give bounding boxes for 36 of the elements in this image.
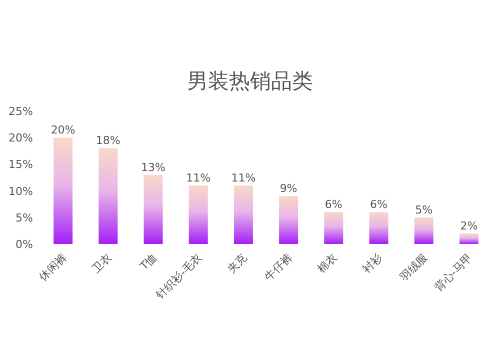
y-tick-label: 5% [16, 211, 33, 224]
bar [54, 138, 73, 244]
y-tick-label: 0% [16, 238, 33, 251]
data-label: 13% [141, 160, 166, 174]
y-tick-label: 15% [8, 158, 33, 172]
data-label: 2% [460, 219, 478, 232]
data-label: 6% [370, 198, 388, 212]
data-label: 6% [324, 198, 342, 212]
x-tick-label: 羽绒服 [397, 250, 430, 284]
data-label: 20% [50, 124, 76, 137]
bar [279, 196, 298, 244]
x-tick-label: 衬衫 [360, 250, 385, 276]
x-tick-label: 休闲裤 [36, 250, 70, 284]
bar [144, 174, 163, 244]
bar [324, 212, 344, 244]
bar [459, 233, 478, 244]
data-label: 11% [231, 171, 256, 184]
x-tick-label: 牛仔裤 [262, 250, 295, 284]
data-label: 5% [415, 203, 433, 216]
bar [369, 212, 388, 244]
bar [414, 217, 434, 244]
bar [234, 185, 253, 244]
chart-title: 男装热销品类 [187, 69, 313, 93]
x-tick-label: 卫衣 [90, 250, 114, 276]
bar [98, 148, 118, 244]
x-tick-label: 棉衣 [315, 250, 340, 276]
y-tick-label: 20% [8, 132, 33, 145]
x-tick-label: 背心-马甲 [432, 250, 476, 294]
bar [188, 185, 208, 244]
data-label: 18% [96, 134, 120, 148]
data-label: 9% [280, 182, 298, 196]
y-tick-label: 10% [8, 184, 33, 198]
x-tick-label: T恤 [136, 250, 160, 274]
data-label: 11% [186, 171, 211, 184]
y-tick-label: 25% [8, 105, 33, 118]
x-tick-label: 夹克 [224, 250, 250, 276]
